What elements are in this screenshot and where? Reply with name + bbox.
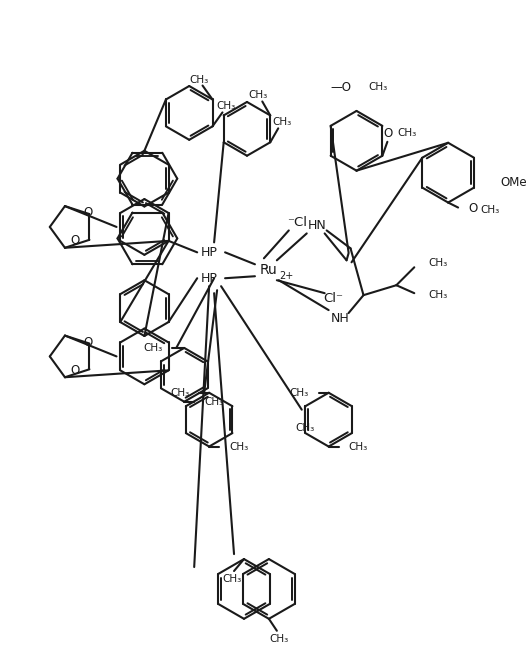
Text: CH₃: CH₃ <box>369 82 388 92</box>
Text: O: O <box>70 234 79 247</box>
Text: CH₃: CH₃ <box>143 343 162 353</box>
Text: CH₃: CH₃ <box>348 442 368 452</box>
Text: CH₃: CH₃ <box>248 90 268 100</box>
Text: O: O <box>468 202 477 215</box>
Text: —O: —O <box>330 81 352 94</box>
Text: Cl⁻: Cl⁻ <box>323 292 344 305</box>
Text: NH: NH <box>331 311 350 325</box>
Text: HP: HP <box>201 272 218 285</box>
Text: CH₃: CH₃ <box>170 387 189 397</box>
Text: CH₃: CH₃ <box>397 128 417 138</box>
Text: O: O <box>83 336 92 349</box>
Text: ⁻Cl: ⁻Cl <box>287 216 307 229</box>
Text: O: O <box>70 364 79 377</box>
Text: CH₃: CH₃ <box>217 102 236 112</box>
Text: Ru: Ru <box>260 263 278 277</box>
Text: OMe: OMe <box>500 176 527 189</box>
Text: O: O <box>384 128 393 140</box>
Text: CH₃: CH₃ <box>272 118 292 128</box>
Text: CH₃: CH₃ <box>428 259 447 269</box>
Text: CH₃: CH₃ <box>289 387 309 397</box>
Text: HN: HN <box>307 219 326 232</box>
Text: CH₃: CH₃ <box>222 574 242 584</box>
Text: CH₃: CH₃ <box>189 75 208 85</box>
Text: O: O <box>83 206 92 220</box>
Text: CH₃: CH₃ <box>428 290 447 300</box>
Text: CH₃: CH₃ <box>269 634 288 644</box>
Text: 2+: 2+ <box>280 271 294 281</box>
Text: HP: HP <box>201 246 218 259</box>
Text: CH₃: CH₃ <box>480 204 499 214</box>
Text: CH₃: CH₃ <box>204 397 223 407</box>
Text: CH₃: CH₃ <box>296 423 315 433</box>
Text: CH₃: CH₃ <box>229 442 248 452</box>
